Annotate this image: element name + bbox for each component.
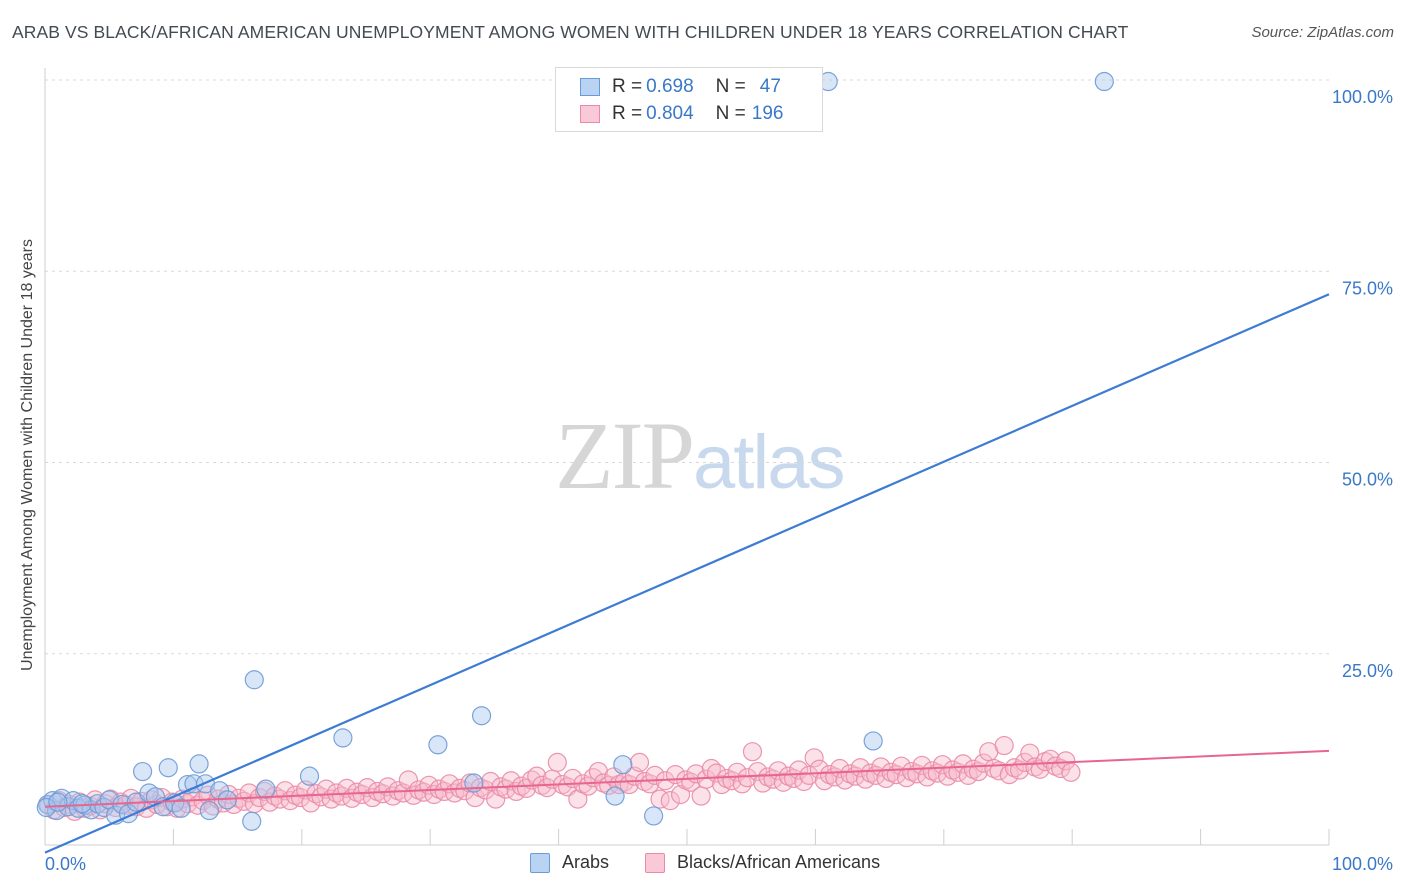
black-point-136	[737, 768, 757, 788]
arab-point-32	[256, 779, 276, 799]
y-tick-label: 100.0%	[1332, 87, 1393, 107]
points-layer	[36, 71, 1114, 831]
black-point-148	[799, 765, 819, 785]
arab-point-16	[132, 761, 153, 782]
black-point-139	[753, 773, 773, 793]
legend-item-arabs: Arabs	[530, 852, 609, 873]
blacks-n-label: N =	[715, 103, 746, 124]
black-point-135	[732, 774, 752, 794]
black-point-178	[953, 754, 973, 774]
arab-point-20	[158, 758, 178, 778]
correlation-legend: R = 0.698 N = 47 R = 0.804 N = 196	[555, 67, 823, 132]
arab-point-38	[605, 786, 625, 806]
legend-blacks-label: Blacks/African Americans	[677, 852, 881, 872]
black-point-149	[804, 748, 824, 768]
blacks-r-label: R =	[612, 103, 643, 124]
arabs-r-label: R =	[612, 76, 643, 97]
grid-layer	[45, 79, 1329, 655]
x-tick-label-max: 100.0%	[1332, 854, 1393, 874]
black-point-121	[660, 791, 680, 811]
legend-row-blacks: R = 0.804 N = 196	[580, 102, 783, 126]
black-point-143	[773, 772, 793, 792]
black-point-99	[547, 752, 567, 772]
black-point-170	[912, 755, 932, 776]
axis-layer	[44, 68, 1330, 846]
legend-item-blacks: Blacks/African Americans	[645, 852, 880, 873]
blacks-r-value: 0.804	[646, 103, 694, 124]
black-point-147	[794, 771, 814, 792]
arab-point-43	[1094, 71, 1114, 92]
arab-point-22	[171, 798, 191, 818]
legend-blacks-swatch	[645, 852, 665, 873]
y-tick-label: 50.0%	[1342, 470, 1393, 490]
legend-arabs-swatch	[530, 852, 550, 873]
legend-row-arabs: R = 0.698 N = 47	[580, 75, 781, 99]
black-point-119	[650, 789, 670, 809]
arab-point-25	[189, 754, 209, 774]
black-point-70	[398, 770, 418, 790]
black-point-182	[974, 753, 994, 773]
arab-point-39	[613, 755, 633, 775]
black-point-137	[742, 742, 763, 762]
black-point-151	[814, 771, 834, 791]
arabs-n-label: N =	[715, 76, 746, 97]
black-point-174	[932, 755, 953, 775]
arabs-r-value: 0.698	[646, 76, 694, 97]
black-point-86	[480, 771, 501, 792]
chart-title: ARAB VS BLACK/AFRICAN AMERICAN UNEMPLOYM…	[12, 22, 1129, 42]
arabs-trend-line	[44, 293, 1330, 854]
black-point-123	[670, 784, 691, 805]
chart-source: Source: ZipAtlas.com	[1251, 24, 1394, 41]
black-point-87	[486, 789, 506, 809]
black-point-186	[994, 735, 1014, 756]
black-point-127	[691, 786, 711, 806]
trend-layer	[44, 293, 1330, 854]
watermark-zip: ZIP	[555, 402, 695, 509]
arab-point-45	[48, 792, 68, 812]
black-point-115	[629, 752, 650, 772]
black-point-131	[712, 774, 732, 795]
arab-point-42	[863, 731, 883, 751]
arab-point-46	[72, 794, 92, 814]
y-axis-label: Unemployment Among Women with Children U…	[19, 239, 36, 671]
black-point-198	[1056, 751, 1076, 771]
arab-point-27	[199, 800, 219, 821]
blacks-swatch	[580, 105, 600, 123]
tick-layer: 100.0% 75.0% 50.0% 25.0% 0.0% 100.0%	[45, 87, 1393, 874]
black-point-51	[301, 793, 321, 813]
y-tick-label: 75.0%	[1342, 278, 1393, 298]
arab-point-35	[428, 735, 448, 755]
black-point-166	[891, 756, 912, 776]
blacks-n-value: 196	[751, 103, 784, 124]
y-tick-label: 25.0%	[1342, 661, 1393, 681]
arab-point-33	[299, 766, 320, 786]
black-point-199	[1061, 762, 1081, 782]
black-point-103	[568, 789, 588, 809]
black-point-90	[501, 771, 521, 791]
legend-arabs-label: Arabs	[562, 852, 610, 872]
blacks-trend-line	[44, 749, 1330, 808]
arab-point-34	[333, 728, 353, 748]
arabs-swatch	[580, 78, 600, 96]
arabs-n-value: 47	[759, 76, 781, 97]
arab-point-37	[471, 706, 492, 726]
black-point-107	[588, 761, 609, 782]
arab-point-40	[644, 806, 664, 826]
arab-point-31	[244, 670, 264, 690]
x-tick-label-min: 0.0%	[45, 854, 86, 874]
arab-point-30	[242, 811, 262, 831]
watermark: ZIPatlas	[555, 400, 846, 511]
